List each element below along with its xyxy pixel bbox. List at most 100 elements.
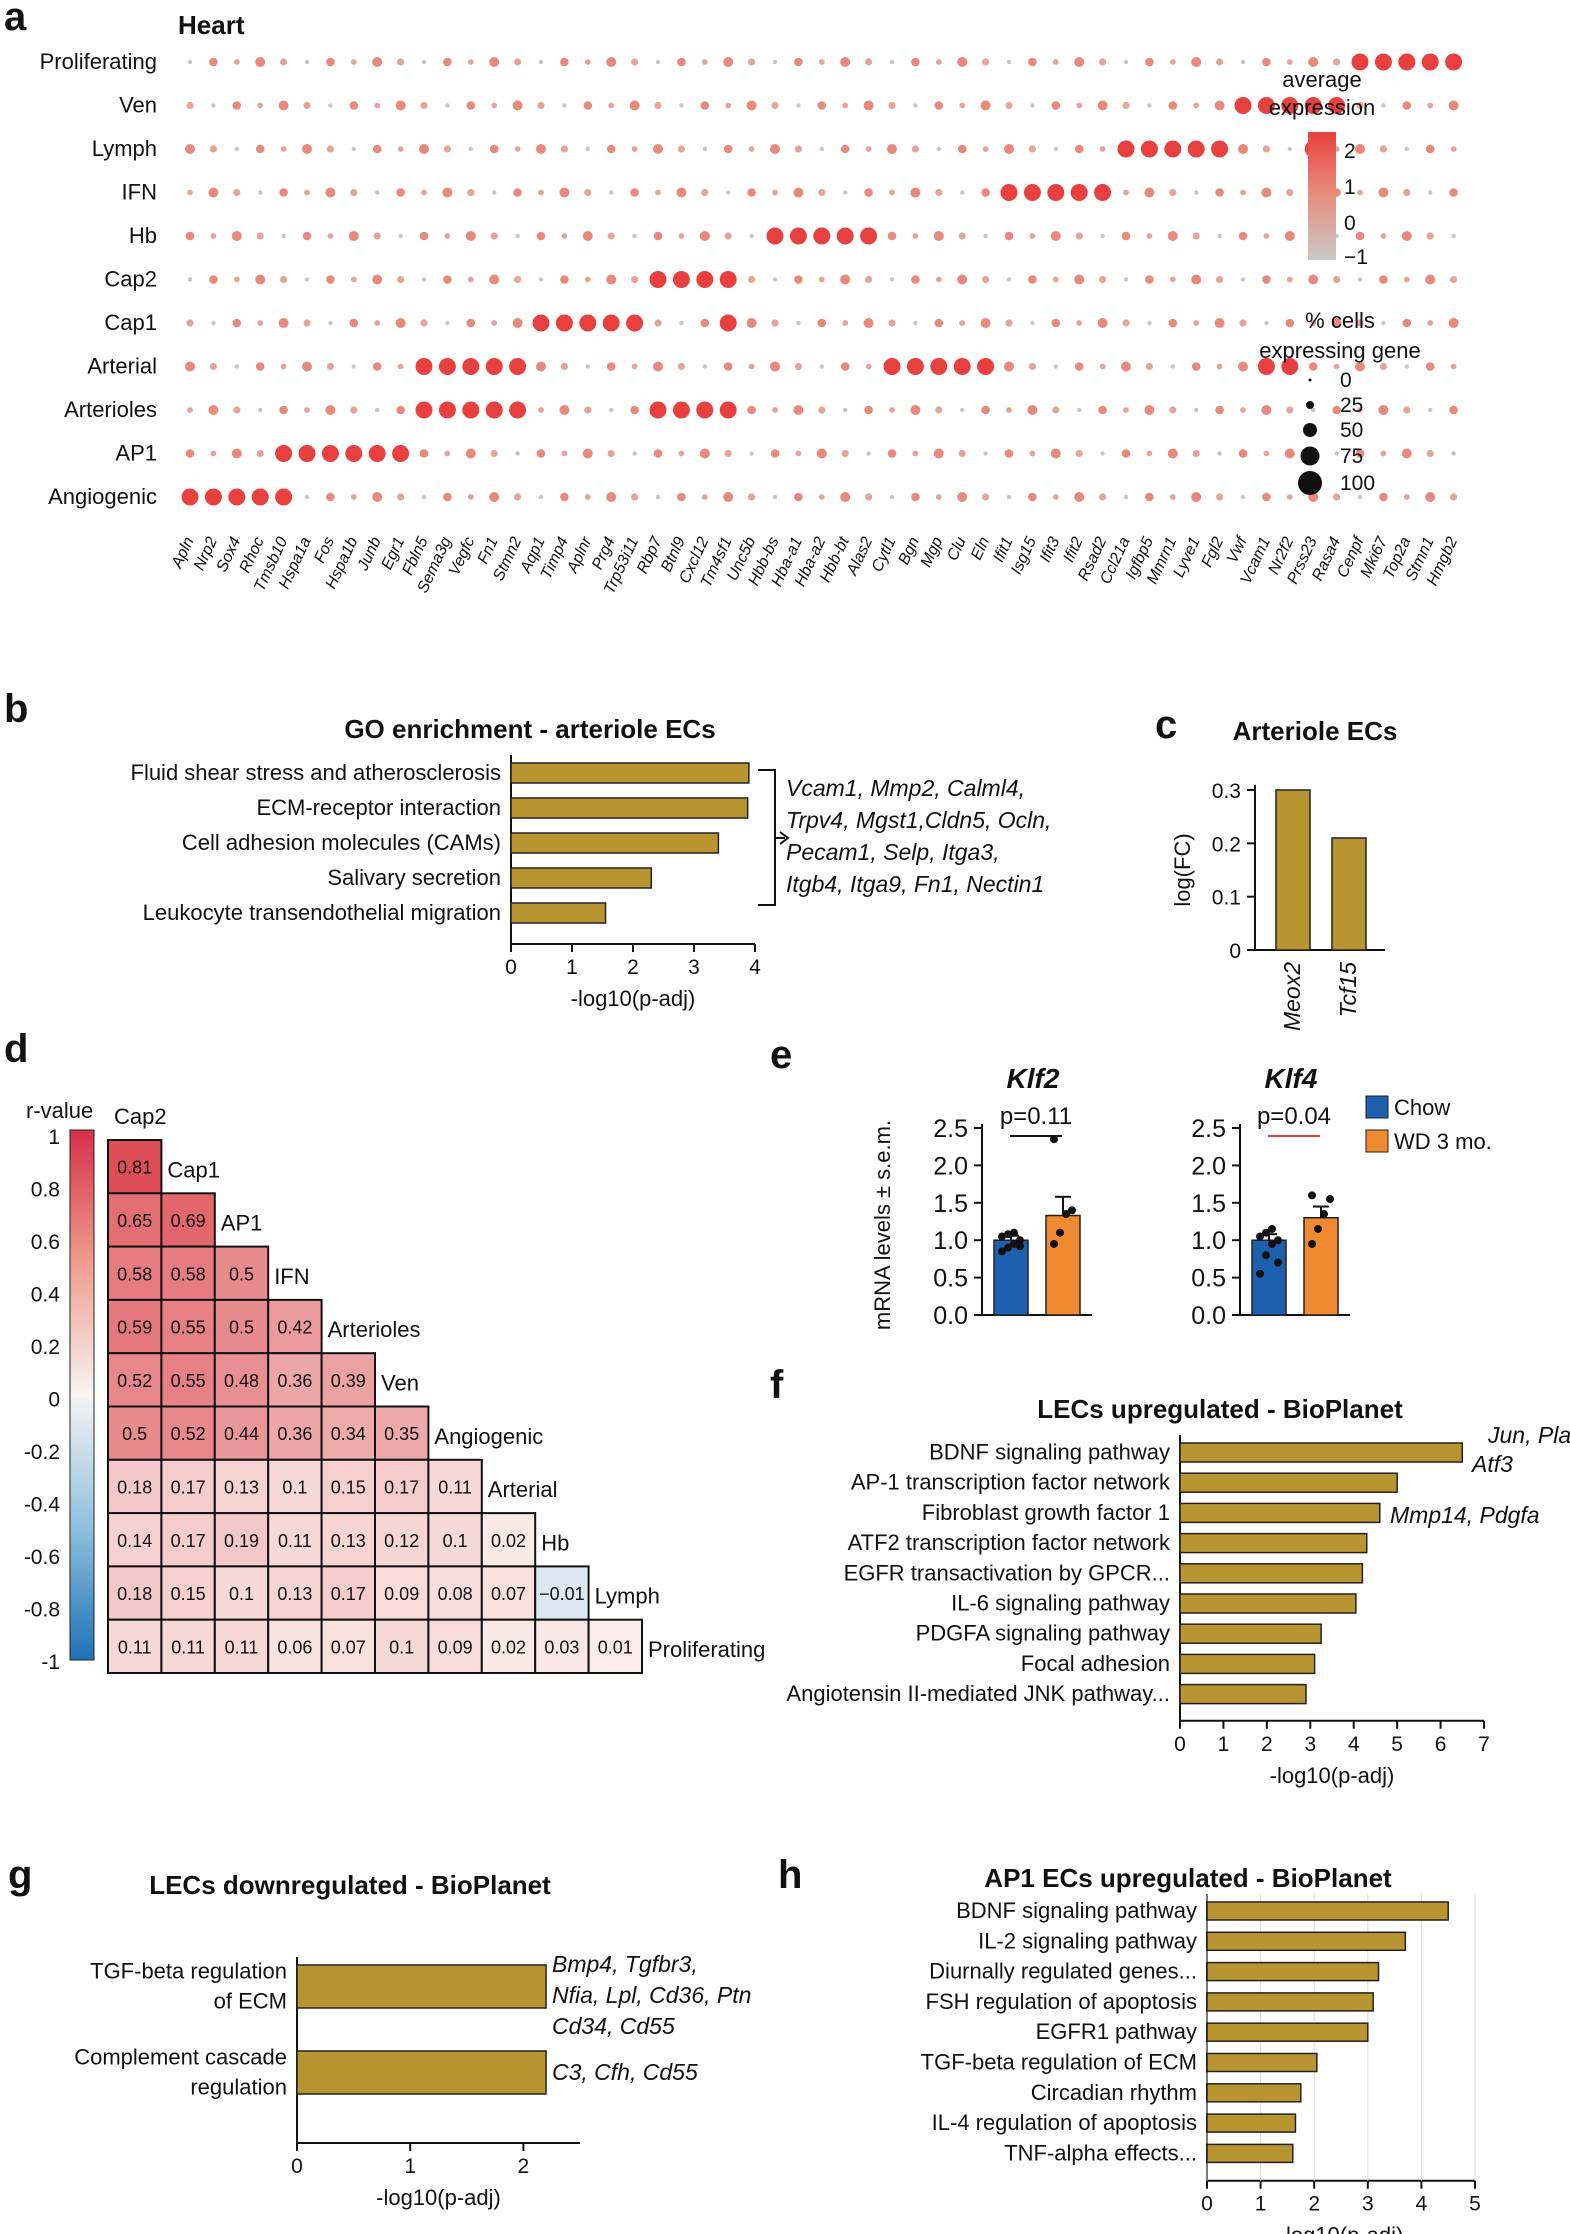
dotplot-dot xyxy=(913,103,918,108)
e-data-point xyxy=(1068,1206,1076,1215)
dotplot-dot xyxy=(392,445,410,462)
b-bar xyxy=(510,832,720,854)
dotplot-dot xyxy=(579,314,597,332)
dotplot-dot xyxy=(186,101,194,110)
dotplot-dot xyxy=(280,363,287,370)
dotplot-dot xyxy=(326,275,335,284)
dotplot-dot xyxy=(396,405,405,415)
dotplot-dot xyxy=(187,189,193,196)
dotplot-dot xyxy=(560,492,569,502)
dotplot-dot xyxy=(676,187,687,198)
size-legend-dot xyxy=(1298,471,1322,495)
heatmap-cell xyxy=(160,1192,216,1248)
dotplot-dot xyxy=(280,275,288,284)
g-bar xyxy=(296,2050,547,2095)
heatmap-cell xyxy=(534,1618,590,1674)
heatmap-cell xyxy=(320,1512,377,1568)
f-x-tick: 4 xyxy=(1348,1733,1360,1756)
dotplot-dot xyxy=(302,231,312,241)
dotplot-dot xyxy=(559,187,570,198)
dotplot-dot xyxy=(513,188,522,197)
dotplot-dot xyxy=(679,103,684,108)
dotplot-dot xyxy=(351,364,356,369)
f-x-tick: 1 xyxy=(1218,1733,1230,1756)
heatmap-label: Arterial xyxy=(488,1477,558,1502)
dotplot-dot xyxy=(209,362,217,371)
dotplot-dot xyxy=(257,102,264,109)
dotplot-dot xyxy=(1428,407,1433,413)
e-y-label: mRNA levels ± s.e.m. xyxy=(870,1120,895,1330)
heatmap-value: 0.02 xyxy=(491,1637,526,1657)
dotplot-dot xyxy=(1355,231,1365,241)
dotplot-dot xyxy=(536,449,546,458)
dotplot-dot xyxy=(372,57,383,67)
dotplot-row-label: Angiogenic xyxy=(48,484,157,509)
dotplot-dot xyxy=(1029,450,1036,457)
e-data-point xyxy=(998,1232,1006,1241)
dotplot-dot xyxy=(185,361,195,372)
r-legend-tick: 1 xyxy=(48,1126,60,1149)
dotplot-dot xyxy=(1264,320,1269,326)
dotplot-dot xyxy=(796,103,801,108)
heatmap-label: Cap2 xyxy=(114,1104,167,1129)
heatmap-label: Cap1 xyxy=(167,1157,220,1182)
heatmap-value: 0.55 xyxy=(171,1371,206,1391)
dotplot-dot xyxy=(1145,275,1154,284)
dotplot-dot xyxy=(608,102,615,109)
dotplot-dot xyxy=(326,145,334,153)
heatmap-cell xyxy=(427,1458,483,1515)
dotplot-dot xyxy=(279,405,288,415)
r-legend-tick: 0.6 xyxy=(31,1231,60,1254)
dotplot-dot xyxy=(887,144,897,154)
dotplot-dot xyxy=(514,275,522,284)
g-category-label: TGF-beta regulation xyxy=(90,1959,287,1984)
heatmap-value: 0.11 xyxy=(118,1637,152,1657)
b-bar xyxy=(510,762,750,784)
dotplot-dot xyxy=(211,103,216,108)
dotplot-dot xyxy=(724,232,732,240)
h-x-tick: 3 xyxy=(1362,2193,1374,2216)
dotplot-dot xyxy=(1381,320,1386,326)
dotplot-dot xyxy=(1194,190,1199,195)
dotplot-row-label: Arterial xyxy=(87,354,157,379)
dotplot-dot xyxy=(350,276,357,283)
g-x-tick: 1 xyxy=(404,2155,416,2178)
dotplot-dot xyxy=(631,275,639,284)
dotplot-dot xyxy=(1191,274,1202,285)
dotplot-dot xyxy=(304,189,310,196)
panel-a-dotplot: Heart Proliferating Ven Lymph IFN Hb Cap2 Cap1 A… xyxy=(40,10,1463,597)
dotplot-dot xyxy=(655,189,661,196)
dotplot-dot xyxy=(866,451,871,456)
dotplot-dot xyxy=(1401,231,1412,241)
heatmap-cell xyxy=(213,1565,270,1621)
dotplot-dot xyxy=(373,232,381,240)
c-y-label: log(FC) xyxy=(1170,833,1195,906)
dotplot-dot xyxy=(397,493,405,501)
dotplot-dot xyxy=(1028,57,1037,67)
dotplot-dot xyxy=(696,271,714,288)
dotplot-dot xyxy=(1333,58,1341,66)
heatmap-cell xyxy=(160,1512,216,1568)
dotplot-dot xyxy=(606,362,616,371)
dotplot-dot xyxy=(910,405,921,415)
dotplot-dot xyxy=(350,494,357,500)
dotplot-dot xyxy=(958,232,966,240)
dotplot-dot xyxy=(234,364,239,369)
dotplot-row-label: Proliferating xyxy=(40,49,157,74)
dotplot-dot xyxy=(818,406,826,414)
e-p-value: p=0.11 xyxy=(1000,1103,1072,1130)
dotplot-dot xyxy=(771,319,779,327)
dotplot-dot xyxy=(349,318,359,328)
dotplot-dot xyxy=(959,320,966,326)
dotplot-dot xyxy=(255,362,265,371)
dotplot-dot xyxy=(726,190,731,195)
dotplot-dot xyxy=(1075,232,1083,240)
dotplot-dot xyxy=(467,494,474,500)
r-legend-tick: -0.6 xyxy=(24,1546,60,1569)
f-x-tick: 5 xyxy=(1391,1733,1403,1756)
e-subplot-title: Klf4 xyxy=(1265,1063,1318,1094)
heatmap-value: 0.34 xyxy=(331,1424,366,1444)
e-y-tick: 0.0 xyxy=(933,1302,968,1330)
dotplot-dot xyxy=(1123,277,1129,282)
dotplot-dot xyxy=(864,405,873,415)
